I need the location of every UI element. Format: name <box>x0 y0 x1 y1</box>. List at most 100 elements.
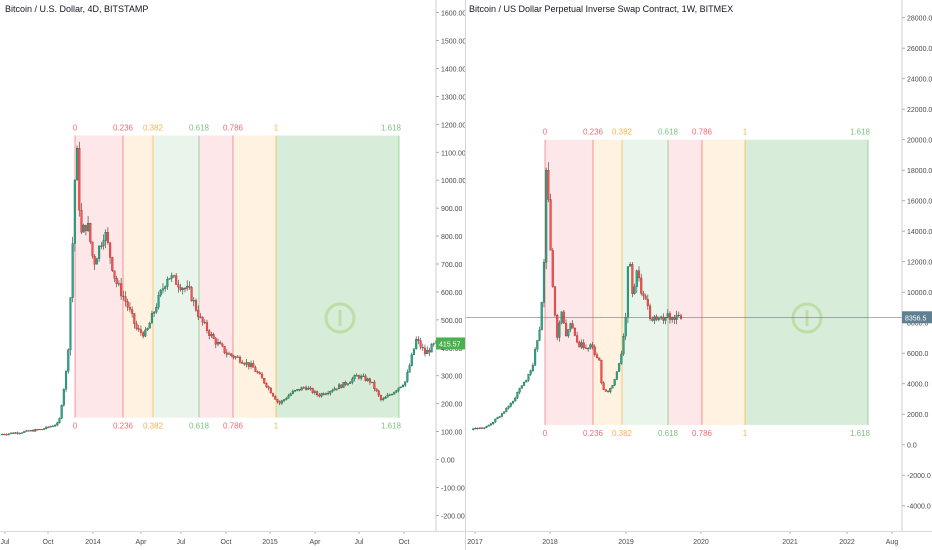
candle <box>540 302 543 331</box>
candle <box>393 391 396 395</box>
price-axis-label: 1000.00 <box>441 178 466 185</box>
candle <box>618 363 621 372</box>
candle <box>651 318 654 321</box>
candle <box>45 426 48 429</box>
candle <box>146 328 149 331</box>
candle <box>551 250 554 287</box>
candle <box>633 286 636 294</box>
candle <box>87 222 90 231</box>
candle <box>34 429 37 432</box>
candle <box>214 338 217 345</box>
candle <box>584 347 587 349</box>
candle <box>340 384 343 388</box>
candle <box>567 329 570 337</box>
fib-level-label-top: 0.786 <box>692 128 713 137</box>
candle <box>534 348 537 366</box>
candle <box>487 424 490 427</box>
candle <box>472 428 475 430</box>
chart-left[interactable]: 0 0 0.236 0.236 0.382 0.382 0.618 0.618 0.786 0.7… <box>0 0 466 550</box>
candle <box>40 428 43 431</box>
candle <box>120 283 123 297</box>
candle <box>278 401 281 404</box>
candle <box>316 391 319 396</box>
candle <box>161 288 164 291</box>
candle <box>302 387 305 389</box>
fib-level-label-top: 0.382 <box>612 128 633 137</box>
candle <box>593 346 596 355</box>
candle <box>283 399 286 401</box>
candle <box>91 241 94 257</box>
candle <box>150 313 153 324</box>
price-axis-label: 1500.00 <box>441 39 466 46</box>
candle <box>571 323 574 329</box>
price-axis-label: 200.00 <box>441 402 463 409</box>
time-axis-label: Jul <box>1 539 10 546</box>
candle <box>485 426 488 428</box>
candle <box>516 392 519 399</box>
price-axis-label: -2000.0 <box>907 473 931 480</box>
candle <box>503 411 506 414</box>
candle <box>197 310 200 317</box>
candle <box>186 285 189 289</box>
candle <box>527 374 530 381</box>
candle <box>349 382 352 384</box>
last-price-badge <box>436 337 466 350</box>
price-axis-label: 22000.0 <box>907 107 932 114</box>
candle <box>578 341 581 348</box>
price-axis-label: 4000.0 <box>907 382 929 389</box>
candle <box>168 278 171 280</box>
fib-level-label-bottom: 1 <box>743 429 748 438</box>
candle <box>135 323 138 329</box>
chart-title-right: Bitcoin / US Dollar Perpetual Inverse Sw… <box>469 4 734 14</box>
fib-level-label-top: 0.236 <box>583 128 604 137</box>
candle <box>615 371 618 380</box>
candle <box>164 286 167 289</box>
time-axis-label: 2017 <box>467 539 483 546</box>
candle <box>677 314 680 316</box>
candle <box>549 199 552 251</box>
candle <box>423 347 427 355</box>
candle <box>223 346 226 353</box>
candle <box>78 148 81 211</box>
time-axis-label: Oct <box>399 539 410 546</box>
candle <box>384 397 387 399</box>
candle <box>29 430 32 432</box>
candle <box>263 378 266 384</box>
candle <box>611 385 614 389</box>
candle <box>379 395 382 400</box>
candle <box>137 328 140 330</box>
fib-level-label-top: 0.618 <box>658 128 679 137</box>
candle <box>313 391 316 393</box>
price-axis-label: -100.00 <box>441 485 465 492</box>
candle <box>582 342 585 349</box>
candle <box>351 378 354 383</box>
price-axis-label: 16000.0 <box>907 199 932 206</box>
candle <box>576 335 579 343</box>
last-price-badge-label: 8356.5 <box>905 315 927 322</box>
fib-zone <box>622 139 668 425</box>
chart-right[interactable]: 0 0 0.236 0.236 0.382 0.382 0.618 0.618 0.786 0.7… <box>466 0 932 550</box>
candle <box>144 329 147 337</box>
candle <box>607 390 610 393</box>
candle <box>366 378 369 381</box>
candle <box>285 398 288 400</box>
time-axis-label: Apr <box>310 539 322 546</box>
price-axis-label: -4000.0 <box>907 504 931 511</box>
candle <box>371 381 374 384</box>
pane-separator[interactable] <box>465 0 466 550</box>
candle <box>580 342 583 348</box>
price-axis-label: 0.00 <box>441 458 455 465</box>
candle <box>258 372 261 375</box>
candle <box>225 352 228 355</box>
candle <box>646 299 649 307</box>
candle <box>31 430 35 432</box>
candle <box>280 400 283 404</box>
price-axis-label: 24000.0 <box>907 77 932 84</box>
candle <box>368 378 371 383</box>
candle <box>591 344 594 347</box>
price-axis-label: 2000.0 <box>907 412 929 419</box>
candle <box>199 316 202 318</box>
time-axis-label: 2020 <box>693 539 709 546</box>
candle <box>305 387 308 390</box>
candle <box>318 394 321 397</box>
